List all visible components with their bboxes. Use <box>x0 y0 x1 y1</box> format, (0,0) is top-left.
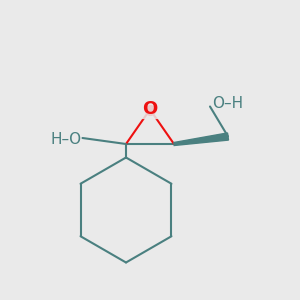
Text: O–H: O–H <box>212 96 244 111</box>
Text: H–O: H–O <box>50 132 82 147</box>
Polygon shape <box>174 133 229 146</box>
Text: O: O <box>142 100 158 118</box>
